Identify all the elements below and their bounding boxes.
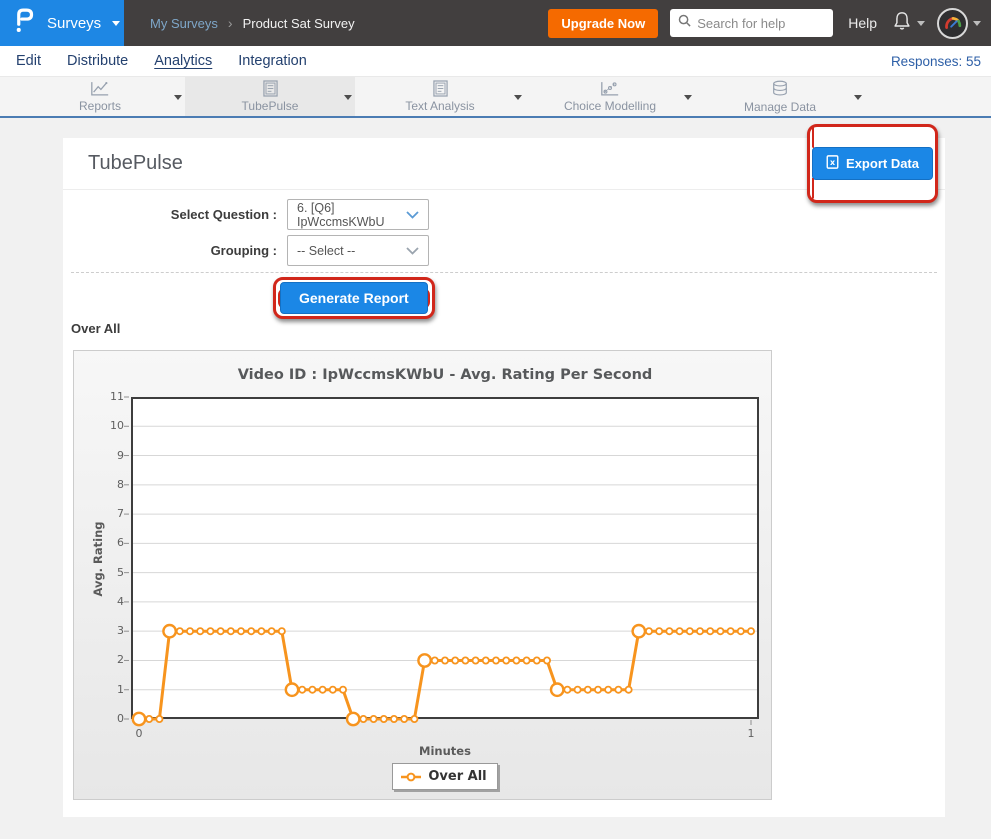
tab-choice-modelling[interactable]: Choice Modelling — [525, 77, 695, 116]
notifications-menu[interactable] — [892, 10, 925, 37]
generate-report-button[interactable]: Generate Report — [280, 282, 428, 314]
tab-reports[interactable]: Reports — [15, 77, 185, 116]
chevron-down-icon — [406, 208, 419, 222]
y-tick-label: 5 — [117, 565, 124, 579]
brand-menu[interactable]: Surveys — [0, 0, 124, 46]
legend-label: Over All — [428, 769, 487, 784]
select-question-label: Select Question : — [170, 207, 277, 222]
brand-label: Surveys — [47, 14, 102, 32]
y-tick-label: 2 — [117, 653, 124, 667]
report-doc-icon — [432, 80, 448, 97]
tab-dropdown-caret[interactable] — [684, 94, 692, 100]
annotation-ring-generate: Generate Report — [273, 277, 435, 319]
breadcrumb: My Surveys › Product Sat Survey — [150, 15, 355, 31]
x-tick-label: 1 — [747, 727, 755, 740]
search-input[interactable] — [697, 15, 826, 31]
chevron-down-icon — [112, 20, 121, 26]
section-label-overall: Over All — [71, 321, 121, 336]
help-search[interactable] — [670, 9, 834, 37]
upgrade-now-button[interactable]: Upgrade Now — [548, 8, 659, 38]
grouping-select[interactable]: -- Select -- — [287, 235, 429, 266]
tab-text-analysis[interactable]: Text Analysis — [355, 77, 525, 116]
report-options-form: Select Question : 6. [Q6] IpWccmsKWbU Gr… — [63, 190, 945, 266]
x-axis-label: Minutes — [419, 744, 471, 758]
account-menu[interactable] — [937, 7, 981, 39]
tab-tubepulse[interactable]: TubePulse — [185, 77, 355, 116]
chevron-down-icon — [917, 20, 925, 26]
line-chart-icon — [90, 80, 110, 97]
annotation-ring-export: x Export Data — [807, 124, 938, 203]
questionpro-logo-icon — [13, 6, 36, 41]
export-file-icon: x — [826, 155, 839, 172]
scatter-chart-icon — [600, 80, 620, 97]
svg-text:x: x — [830, 158, 835, 167]
legend-item-overall[interactable]: Over All — [392, 763, 498, 790]
nav-item-distribute[interactable]: Distribute — [67, 53, 129, 69]
nav-item-edit[interactable]: Edit — [16, 53, 41, 69]
tab-manage-data[interactable]: Manage Data — [695, 77, 865, 116]
search-icon — [678, 14, 691, 32]
y-tick-label: 0 — [117, 712, 124, 725]
avg-rating-chart: Video ID : IpWccmsKWbU - Avg. Rating Per… — [73, 350, 772, 800]
tubepulse-panel: TubePulse x Export Data Select Question … — [63, 124, 945, 817]
y-tick-label: 6 — [117, 536, 124, 550]
y-tick-label: 7 — [117, 507, 124, 521]
database-icon — [771, 80, 789, 98]
avatar — [937, 7, 968, 39]
analytics-tabbar: Reports TubePulse Text Analysis Choice Mode… — [0, 77, 991, 118]
nav-item-analytics[interactable]: Analytics — [154, 53, 213, 69]
legend-marker-icon — [401, 767, 422, 786]
report-doc-icon — [262, 80, 278, 97]
page-title: TubePulse — [88, 152, 183, 174]
chevron-down-icon — [406, 244, 419, 258]
breadcrumb-separator-icon: › — [227, 15, 233, 31]
chart-legend: Over All — [131, 763, 759, 790]
y-tick-label: 4 — [117, 594, 124, 608]
divider — [71, 272, 937, 273]
y-tick-label: 10 — [110, 419, 124, 433]
tab-dropdown-caret[interactable] — [514, 94, 522, 100]
survey-section-nav: Edit Distribute Analytics Integration Respo… — [0, 46, 991, 77]
top-navbar: Surveys My Surveys › Product Sat Survey … — [0, 0, 991, 46]
help-link[interactable]: Help — [848, 15, 877, 31]
grouping-label: Grouping : — [210, 243, 277, 258]
x-tick-label: 0 — [135, 727, 143, 740]
tab-dropdown-caret[interactable] — [344, 94, 352, 100]
tab-dropdown-caret[interactable] — [174, 94, 182, 100]
breadcrumb-my-surveys[interactable]: My Surveys — [150, 15, 218, 31]
bell-icon — [892, 10, 912, 37]
question-select[interactable]: 6. [Q6] IpWccmsKWbU — [287, 199, 429, 230]
breadcrumb-current: Product Sat Survey — [242, 15, 355, 31]
y-tick-label: 11 — [110, 390, 124, 403]
y-tick-label: 1 — [117, 682, 124, 696]
chart-plot-area — [124, 396, 759, 727]
y-tick-label: 9 — [117, 448, 124, 462]
chevron-down-icon — [973, 20, 981, 26]
export-data-button[interactable]: x Export Data — [812, 147, 933, 180]
nav-item-integration[interactable]: Integration — [238, 53, 307, 69]
tab-dropdown-caret[interactable] — [854, 94, 862, 100]
y-tick-label: 8 — [117, 477, 124, 491]
y-tick-label: 3 — [117, 624, 124, 638]
responses-count: Responses: 55 — [890, 53, 981, 69]
chart-title: Video ID : IpWccmsKWbU - Avg. Rating Per… — [237, 367, 653, 383]
